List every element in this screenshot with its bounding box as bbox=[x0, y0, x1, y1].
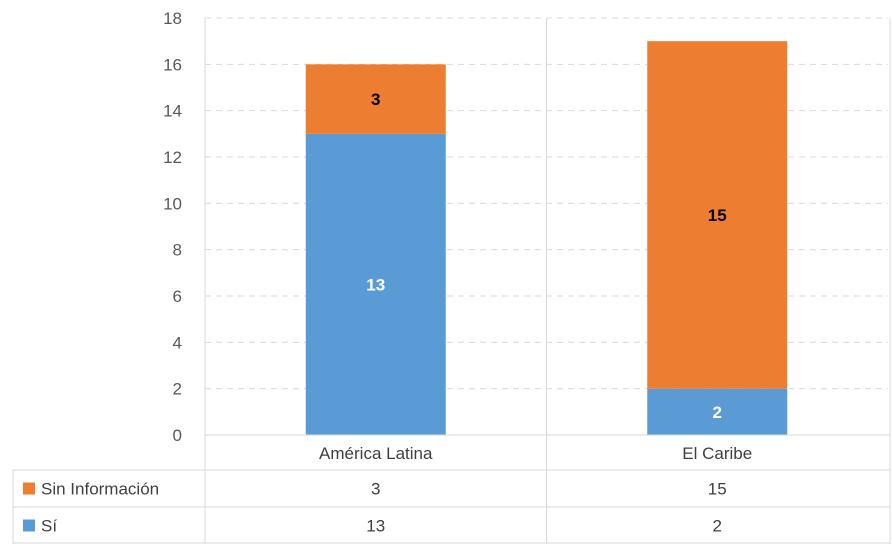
table-cell: 15 bbox=[708, 480, 727, 499]
y-tick-label: 14 bbox=[163, 102, 182, 121]
legend-series-name: Sin Información bbox=[41, 480, 159, 499]
data-label: 3 bbox=[371, 90, 380, 109]
bar-segment bbox=[647, 41, 788, 389]
data-label: 15 bbox=[708, 206, 727, 225]
y-tick-label: 6 bbox=[173, 287, 182, 306]
y-tick-label: 4 bbox=[173, 333, 182, 352]
legend-key bbox=[23, 519, 35, 532]
y-tick-label: 2 bbox=[173, 380, 182, 399]
table-cell: 13 bbox=[366, 517, 385, 536]
data-label: 2 bbox=[713, 403, 722, 422]
y-tick-label: 0 bbox=[173, 426, 182, 445]
y-tick-label: 12 bbox=[163, 148, 182, 167]
legend-series-name: Sí bbox=[41, 517, 57, 536]
y-tick-label: 18 bbox=[163, 9, 182, 28]
table-cell: 2 bbox=[713, 517, 722, 536]
table-cell: 3 bbox=[371, 480, 380, 499]
y-tick-label: 16 bbox=[163, 55, 182, 74]
data-label: 13 bbox=[366, 275, 385, 294]
bar-segment bbox=[647, 388, 788, 435]
category-label: El Caribe bbox=[682, 444, 752, 463]
bar-segment bbox=[305, 133, 446, 436]
bar-segment bbox=[305, 64, 446, 134]
y-tick-label: 10 bbox=[163, 194, 182, 213]
legend-key bbox=[23, 482, 35, 495]
category-label: América Latina bbox=[319, 444, 433, 463]
y-tick-label: 8 bbox=[173, 241, 182, 260]
